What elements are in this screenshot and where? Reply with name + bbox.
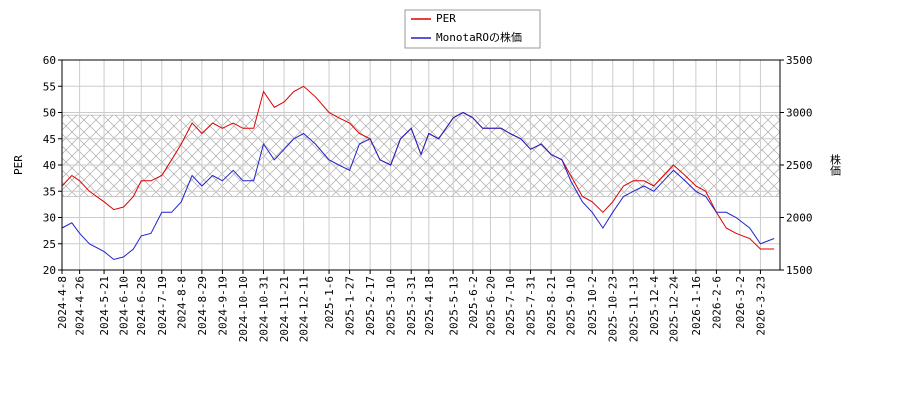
x-tick-label: 2024-7-19 [156,276,169,336]
y-axis-label: PER [12,155,25,175]
x-tick-label: 2024-10-10 [237,276,250,342]
plot [61,85,775,261]
x-tick-label: 2024-9-19 [216,276,229,336]
x-tick-label: 2024-4-26 [74,276,87,336]
x-tick-label: 2024-11-21 [278,276,291,342]
y-tick-label: 60 [43,54,56,67]
y2-axis-label: 株価 [829,153,842,176]
x-tick-label: 2026-2-6 [710,276,723,329]
x-tick-label: 2025-9-10 [565,276,578,336]
y-tick-label: 55 [43,80,56,93]
y2-tick-label: 3000 [786,107,813,120]
legend-label: PER [436,12,456,25]
legend-box [404,9,541,49]
x-tick-label: 2025-12-24 [667,276,680,343]
x-tick-label: 2025-3-10 [385,276,398,336]
legend: PER MonotaROの株価 [404,9,541,49]
x-tick-label: 2026-1-16 [690,276,703,336]
x-tick-label: 2025-10-23 [607,276,620,342]
x-tick-label: 2024-5-21 [98,276,111,336]
y-tick-label: 25 [43,238,56,251]
x-tick-label: 2025-10-2 [586,276,599,336]
x-tick-label: 2024-12-11 [298,276,311,342]
x-tick-label: 2025-8-21 [545,276,558,336]
x-tick-label: 2024-8-29 [196,276,209,336]
y-tick-label: 45 [43,133,56,146]
x-tick-label: 2025-11-13 [627,276,640,342]
y-tick-label: 35 [43,185,56,198]
x-tick-label: 2025-3-31 [405,276,418,336]
y-tick-label: 50 [43,107,56,120]
x-tick-label: 2024-6-28 [135,276,148,336]
y2-tick-label: 2000 [786,212,813,225]
y2-tick-label: 2500 [786,159,813,172]
y-tick-label: 20 [43,264,56,277]
x-tick-label: 2025-6-20 [484,276,497,336]
x-tick-label: 2025-7-31 [525,276,538,336]
x-tick-label: 2025-12-4 [648,276,661,336]
x-tick-label: 2025-1-6 [323,276,336,329]
x-tick-label: 2025-6-2 [467,276,480,329]
grid [61,59,781,271]
y-tick-label: 40 [43,159,56,172]
x-tick-label: 2026-3-23 [754,276,767,336]
x-tick-label: 2025-7-10 [504,276,517,336]
y2-tick-label: 3500 [786,54,813,67]
x-tick-label: 2024-10-31 [258,276,271,342]
y2-tick-label: 1500 [786,264,813,277]
x-tick-label: 2024-6-10 [118,276,131,336]
y-tick-label: 30 [43,212,56,225]
legend-label: MonotaROの株価 [436,30,522,44]
x-tick-label: 2025-1-27 [344,276,357,336]
series-line [61,111,775,261]
x-tick-label: 2025-4-18 [423,276,436,336]
x-tick-label: 2024-8-8 [175,276,188,329]
x-tick-label: 2025-5-13 [447,276,460,336]
x-tick-label: 2024-4-8 [56,276,69,329]
x-tick-label: 2026-3-2 [734,276,747,329]
x-tick-label: 2025-2-17 [364,276,377,336]
